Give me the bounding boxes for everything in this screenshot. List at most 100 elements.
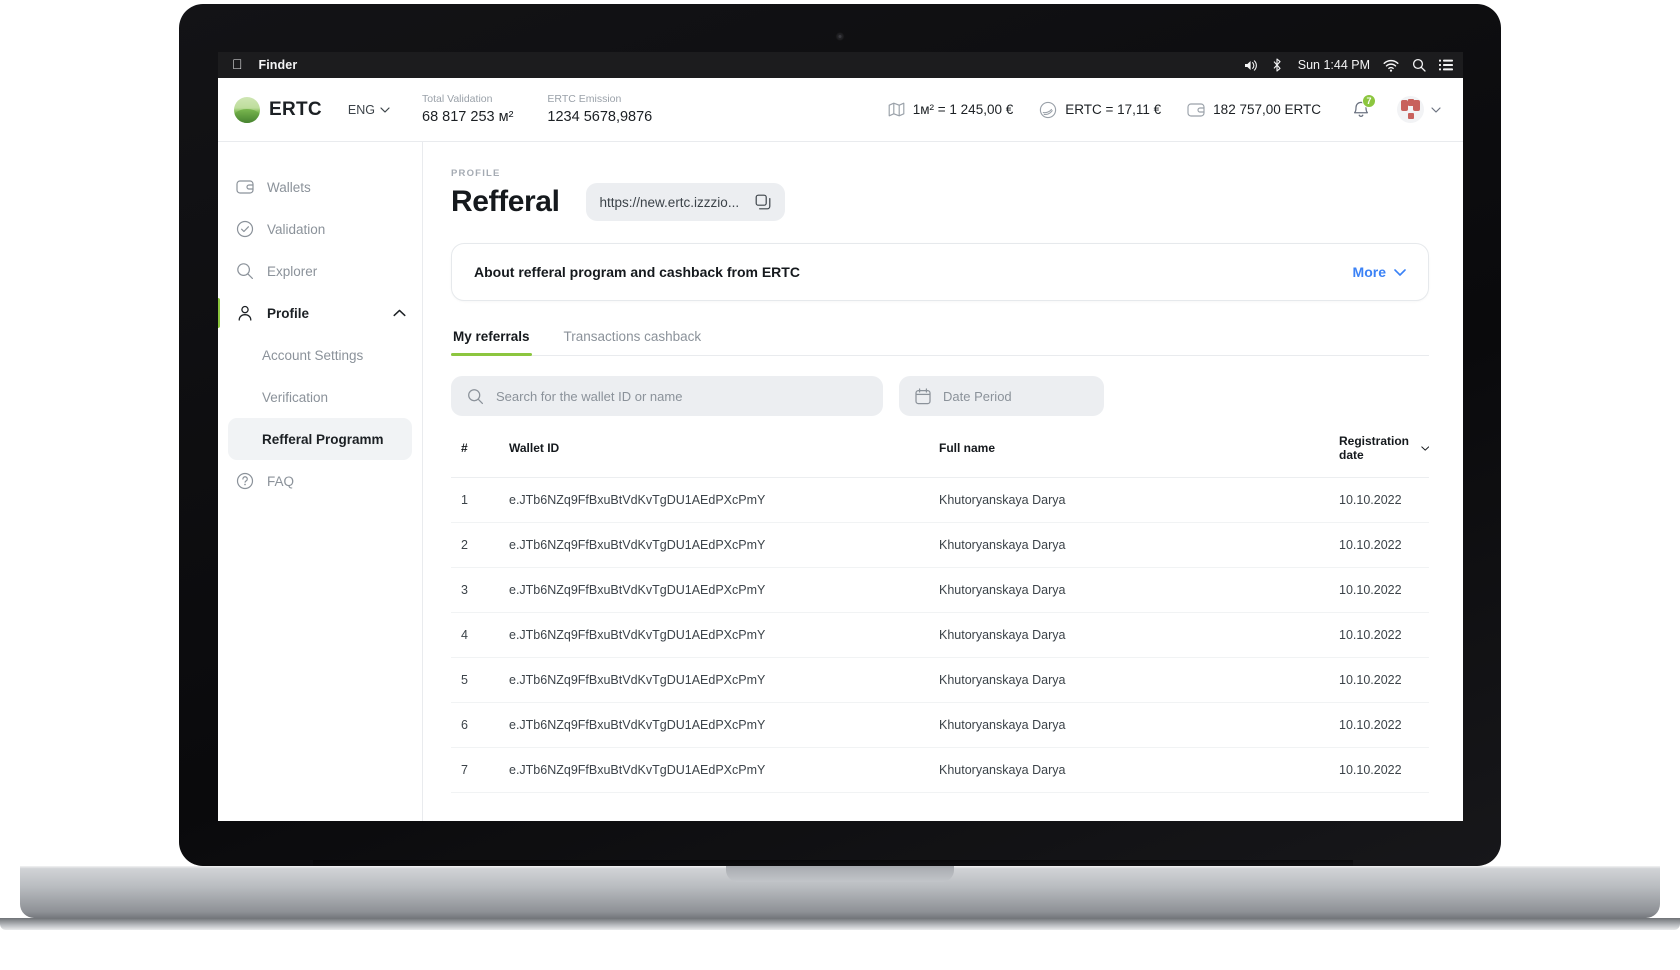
more-label: More [1352, 264, 1386, 280]
referral-registration-date: 10.10.2022 [1339, 747, 1429, 793]
laptop-base [20, 866, 1660, 918]
referral-wallet-id: e.JTb6NZq9FfBxuBtVdKvTgDU1AEdPXcPmY [509, 612, 939, 658]
user-menu[interactable] [1397, 96, 1441, 123]
rate-square-meter-text: 1м² = 1 245,00 € [912, 102, 1014, 117]
table-row[interactable]: 2 e.JTb6NZq9FfBxuBtVdKvTgDU1AEdPXcPmY Khut… [451, 522, 1429, 568]
page-title-row: Refferal https://new.ertc.izzzio... [451, 183, 1429, 221]
referral-registration-date: 10.10.2022 [1339, 477, 1429, 523]
column-header-registration-date[interactable]: Registration date [1339, 434, 1429, 478]
sidebar-subitem-refferal-programm[interactable]: Refferal Programm [228, 418, 412, 460]
tabs: My referrals Transactions cashback [451, 321, 1429, 356]
tab-my-referrals[interactable]: My referrals [451, 321, 532, 356]
search-input[interactable]: Search for the wallet ID or name [451, 376, 883, 416]
rate-ertc: ERTC = 17,11 € [1039, 101, 1161, 119]
table-row[interactable]: 3 e.JTb6NZq9FfBxuBtVdKvTgDU1AEdPXcPmY Khut… [451, 567, 1429, 613]
filters: Search for the wallet ID or name Date Pe… [451, 376, 1429, 416]
control-center-icon[interactable] [1439, 59, 1453, 71]
referral-full-name: Khutoryanskaya Darya [939, 702, 1339, 748]
sidebar-item-wallets[interactable]: Wallets [218, 166, 422, 208]
column-header-full-name[interactable]: Full name [939, 434, 1339, 478]
copy-icon[interactable] [755, 194, 771, 210]
table-row[interactable]: 6 e.JTb6NZq9FfBxuBtVdKvTgDU1AEdPXcPmY Khut… [451, 702, 1429, 748]
help-circle-icon [236, 472, 254, 490]
referral-wallet-id: e.JTb6NZq9FfBxuBtVdKvTgDU1AEdPXcPmY [509, 567, 939, 613]
map-icon [888, 102, 905, 117]
chevron-down-icon [380, 106, 390, 113]
apple-menu-icon[interactable]:  [232, 57, 243, 71]
spotlight-search-icon[interactable] [1412, 58, 1426, 72]
rate-ertc-text: ERTC = 17,11 € [1065, 102, 1162, 117]
column-header-number[interactable]: # [451, 434, 509, 478]
header-rates: 1м² = 1 245,00 € ERTC = 17,11 € 182 757,… [888, 101, 1321, 119]
table-row[interactable]: 7 e.JTb6NZq9FfBxuBtVdKvTgDU1AEdPXcPmY Khut… [451, 747, 1429, 793]
info-card-more-button[interactable]: More [1353, 264, 1406, 280]
check-circle-icon [236, 220, 254, 238]
referral-full-name: Khutoryanskaya Darya [939, 522, 1339, 568]
user-icon [238, 305, 252, 321]
sidebar-subitem-label: Account Settings [262, 347, 364, 363]
table-row[interactable]: 1 e.JTb6NZq9FfBxuBtVdKvTgDU1AEdPXcPmY Khut… [451, 477, 1429, 523]
stat-total-validation-label: Total Validation [422, 92, 493, 105]
sidebar-item-validation[interactable]: Validation [218, 208, 422, 250]
sidebar: Wallets Validation Explorer Profile Acco [218, 142, 423, 821]
sidebar-subitem-label: Refferal Programm [262, 431, 384, 447]
chevron-down-icon [1420, 445, 1429, 451]
mac-menubar:  Finder Sun 1:44 PM [218, 52, 1463, 78]
table-row[interactable]: 5 e.JTb6NZq9FfBxuBtVdKvTgDU1AEdPXcPmY Khut… [451, 657, 1429, 703]
sidebar-item-profile[interactable]: Profile [218, 292, 422, 334]
stat-total-validation: Total Validation 68 817 253 м² [422, 92, 513, 127]
referral-wallet-id: e.JTb6NZq9FfBxuBtVdKvTgDU1AEdPXcPmY [509, 657, 939, 703]
stat-ertc-emission-value: 1234 5678,9876 [547, 108, 653, 125]
referrals-table: # Wallet ID Full name Registration date [451, 434, 1429, 793]
referral-wallet-id: e.JTb6NZq9FfBxuBtVdKvTgDU1AEdPXcPmY [509, 747, 939, 793]
date-period-picker[interactable]: Date Period [899, 376, 1104, 416]
sidebar-subitem-account-settings[interactable]: Account Settings [228, 334, 412, 376]
webcam [835, 32, 845, 41]
calendar-icon [915, 387, 931, 404]
referral-full-name: Khutoryanskaya Darya [939, 747, 1339, 793]
stat-ertc-emission: ERTC Emission 1234 5678,9876 [547, 92, 652, 127]
app-body: Wallets Validation Explorer Profile Acco [218, 142, 1463, 821]
referral-full-name: Khutoryanskaya Darya [939, 612, 1339, 658]
laptop-foot [0, 918, 1680, 930]
bell-icon [1353, 101, 1369, 117]
rate-square-meter: 1м² = 1 245,00 € [888, 101, 1013, 118]
referral-full-name: Khutoryanskaya Darya [939, 657, 1339, 703]
table-row[interactable]: 4 e.JTb6NZq9FfBxuBtVdKvTgDU1AEdPXcPmY Khut… [451, 612, 1429, 658]
bluetooth-icon[interactable] [1272, 58, 1282, 72]
info-card-text: About refferal program and cashback from… [474, 264, 800, 280]
notifications-button[interactable]: 7 [1351, 94, 1376, 120]
info-card: About refferal program and cashback from… [451, 243, 1429, 301]
laptop-notch [726, 866, 954, 882]
ertc-logo-icon [234, 96, 260, 123]
referral-link-text: https://new.ertc.izzzio... [599, 194, 740, 210]
search-icon [468, 388, 484, 404]
page-title: Refferal [451, 185, 560, 218]
chevron-down-icon [1431, 106, 1441, 113]
sidebar-subitem-verification[interactable]: Verification [228, 376, 412, 418]
chevron-up-icon [393, 309, 406, 317]
brand-name: ERTC [269, 98, 322, 120]
sidebar-item-explorer[interactable]: Explorer [218, 250, 422, 292]
volume-icon[interactable] [1244, 59, 1259, 72]
referral-full-name: Khutoryanskaya Darya [939, 477, 1339, 523]
sidebar-item-faq[interactable]: FAQ [218, 460, 422, 502]
menubar-app-name[interactable]: Finder [248, 58, 298, 72]
referral-number: 3 [451, 567, 509, 613]
stat-total-validation-value: 68 817 253 м² [422, 108, 514, 125]
ertc-coin-icon [1040, 101, 1057, 118]
referral-link-pill[interactable]: https://new.ertc.izzzio... [585, 183, 786, 221]
wifi-icon[interactable] [1383, 59, 1399, 72]
language-selector[interactable]: ENG [348, 103, 390, 117]
tab-transactions-cashback[interactable]: Transactions cashback [563, 329, 702, 344]
column-header-wallet-id[interactable]: Wallet ID [509, 434, 939, 478]
referral-number: 6 [451, 702, 509, 748]
avatar [1397, 96, 1424, 123]
brand-logo[interactable]: ERTC [234, 96, 322, 123]
column-header-registration-date-label: Registration date [1339, 434, 1410, 462]
main-content: PROFILE Refferal https://new.ertc.izzzio… [423, 142, 1463, 821]
menubar-clock: Sun 1:44 PM [1297, 58, 1370, 72]
referral-registration-date: 10.10.2022 [1339, 702, 1429, 748]
referral-full-name: Khutoryanskaya Darya [939, 567, 1339, 613]
